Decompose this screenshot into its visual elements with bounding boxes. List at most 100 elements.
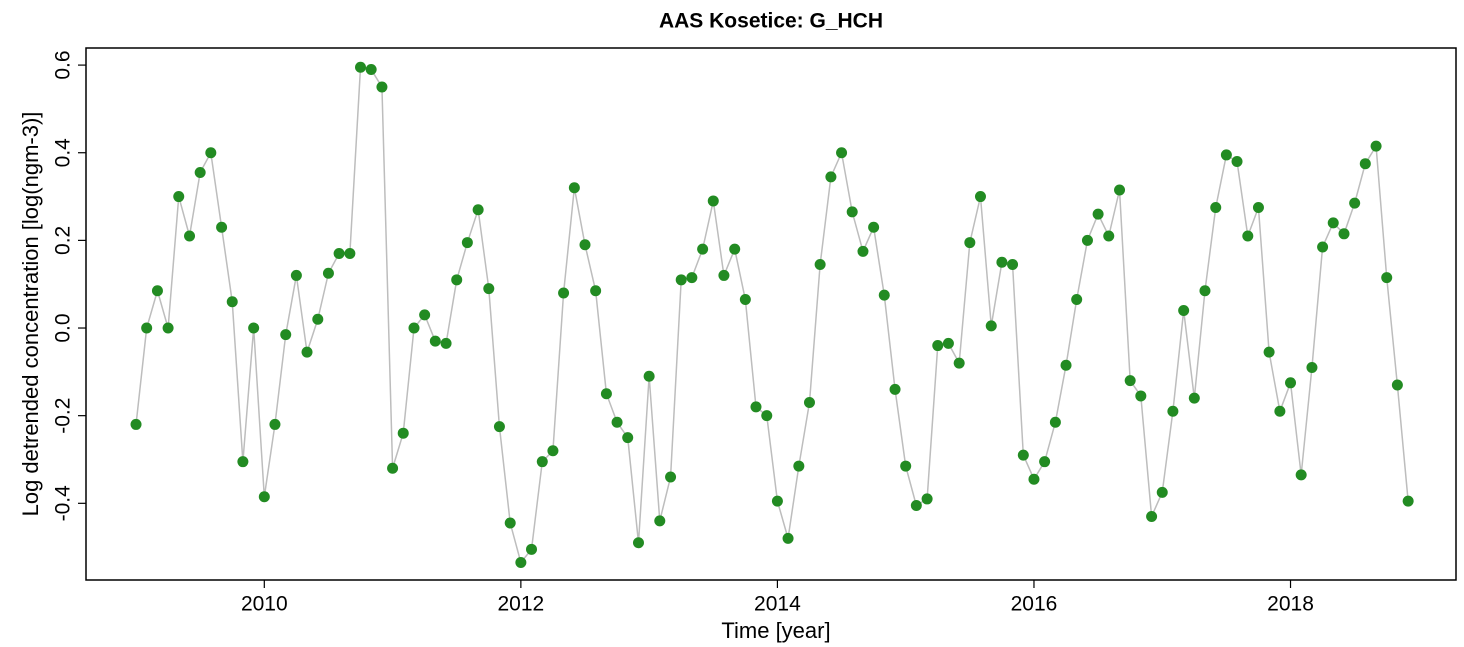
data-point [1338, 228, 1350, 240]
data-point [1359, 158, 1371, 170]
data-point [1049, 416, 1061, 428]
data-point [782, 532, 794, 544]
data-point [151, 285, 163, 297]
data-point [280, 329, 292, 341]
data-point [1263, 346, 1275, 358]
data-point [344, 248, 356, 260]
data-point [686, 272, 698, 284]
data-point [814, 258, 826, 270]
data-point [173, 191, 185, 203]
data-point [718, 269, 730, 281]
data-point [1124, 375, 1136, 387]
data-point [1391, 379, 1403, 391]
data-point [504, 517, 516, 529]
data-point [1199, 285, 1211, 297]
y-tick-label: 0.0 [52, 313, 75, 342]
data-point [579, 239, 591, 251]
data-point [739, 294, 751, 306]
data-point [248, 322, 260, 334]
data-point [1028, 473, 1040, 485]
data-point [921, 493, 933, 505]
data-point [226, 296, 238, 308]
data-point [237, 456, 249, 468]
series-line [135, 66, 1409, 565]
data-point [547, 445, 559, 457]
data-point [184, 230, 196, 242]
data-point [846, 206, 858, 218]
data-point [1167, 405, 1179, 417]
data-point [419, 309, 431, 321]
data-point [1188, 392, 1200, 404]
data-point [1060, 359, 1072, 371]
data-point [1071, 294, 1083, 306]
data-point [1017, 449, 1029, 461]
data-point [408, 322, 420, 334]
data-point [590, 285, 602, 297]
data-point [205, 147, 217, 159]
data-point [996, 256, 1008, 268]
data-point [1210, 202, 1222, 214]
data-point [451, 274, 463, 286]
data-point [985, 320, 997, 332]
data-point [1220, 149, 1232, 161]
data-point [707, 195, 719, 207]
data-point [216, 221, 228, 233]
data-point [365, 63, 377, 75]
data-point [515, 556, 527, 568]
data-point [483, 283, 495, 295]
data-point [825, 171, 837, 183]
data-point [1381, 272, 1393, 284]
data-point [900, 460, 912, 472]
data-point [568, 182, 580, 194]
data-point [440, 337, 452, 349]
data-point [472, 204, 484, 216]
data-point [878, 289, 890, 301]
data-point [1317, 241, 1329, 253]
data-point [376, 81, 388, 93]
plot-frame [85, 47, 1457, 581]
x-axis-title: Time [year] [721, 618, 830, 643]
data-point [536, 456, 548, 468]
data-point [1114, 184, 1126, 196]
data-point [493, 421, 505, 433]
data-point [194, 166, 206, 178]
x-tick-label: 2012 [498, 593, 545, 616]
data-point [750, 401, 762, 413]
data-point [974, 191, 986, 203]
data-point [526, 543, 538, 555]
data-point [1081, 234, 1093, 246]
data-point [868, 221, 880, 233]
data-point [322, 267, 334, 279]
data-point [558, 287, 570, 299]
data-point [1135, 390, 1147, 402]
data-point [397, 427, 409, 439]
data-point [857, 245, 869, 257]
data-point [162, 322, 174, 334]
data-point [141, 322, 153, 334]
y-axis-title: Log detrended concentration [log(ngm-3)] [18, 112, 43, 517]
data-point [622, 432, 634, 444]
data-point [312, 313, 324, 325]
data-point [461, 237, 473, 249]
data-point [1231, 155, 1243, 167]
data-point [654, 515, 666, 527]
data-point [301, 346, 313, 358]
data-point [1007, 258, 1019, 270]
data-point [932, 340, 944, 352]
x-tick-label: 2018 [1267, 593, 1314, 616]
data-point [290, 269, 302, 281]
data-point [1274, 405, 1286, 417]
data-point [1156, 486, 1168, 498]
data-point [964, 237, 976, 249]
x-tick-label: 2016 [1011, 593, 1058, 616]
data-point [675, 274, 687, 286]
y-tick-label: 0.6 [52, 50, 75, 79]
data-point [1370, 140, 1382, 152]
data-point [1242, 230, 1254, 242]
data-point [729, 243, 741, 255]
data-point [665, 471, 677, 483]
data-point [600, 388, 612, 400]
data-point [387, 462, 399, 474]
